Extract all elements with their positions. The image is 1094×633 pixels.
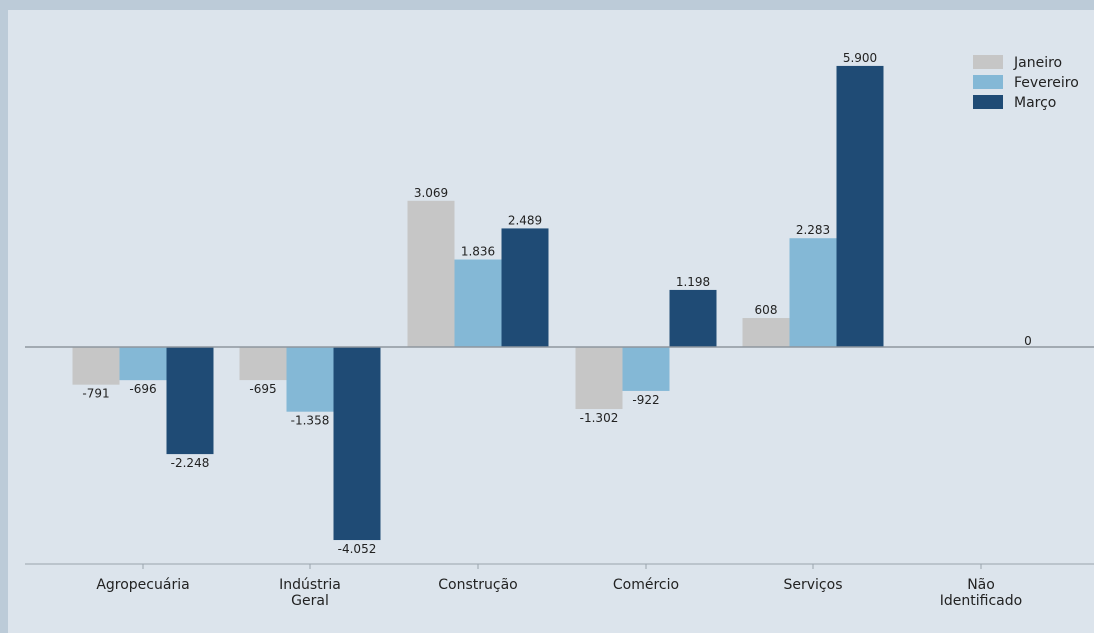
x-tick-label: Construção — [438, 577, 517, 593]
value-label: -4.052 — [338, 542, 377, 556]
bar-janeiro-3 — [575, 347, 623, 410]
value-label: -922 — [632, 393, 659, 407]
bar-fevereiro-0 — [119, 347, 167, 381]
value-labels-group: -791 -695 3.069 -1.302 608 -696 -1.358 1.836 -92… — [82, 51, 1031, 556]
legend-swatch-março — [973, 95, 1003, 109]
bar-março-0 — [166, 347, 214, 455]
bars-group — [72, 65, 884, 541]
legend-swatch-janeiro — [973, 55, 1003, 69]
bar-janeiro-2 — [407, 200, 455, 347]
value-label: -1.358 — [291, 414, 330, 428]
value-label: -695 — [249, 382, 276, 396]
value-label: 2.489 — [508, 213, 542, 227]
bar-janeiro-1 — [239, 347, 287, 381]
bar-fevereiro-4 — [789, 238, 837, 347]
value-label: 1.836 — [461, 245, 495, 259]
bar-março-1 — [333, 347, 381, 541]
x-tick-label: Agropecuária — [96, 577, 189, 593]
value-label: 3.069 — [414, 186, 448, 200]
bar-fevereiro-1 — [286, 347, 334, 412]
value-label: -696 — [129, 382, 156, 396]
value-label: 1.198 — [676, 275, 710, 289]
bar-fevereiro-3 — [622, 347, 670, 391]
legend-label-março: Março — [1014, 95, 1056, 111]
value-label: -2.248 — [171, 456, 210, 470]
value-label: -791 — [82, 387, 109, 401]
value-label: 608 — [755, 303, 778, 317]
bar-fevereiro-2 — [454, 259, 502, 347]
bar-janeiro-4 — [742, 318, 790, 347]
x-tick-label: Indústria Geral — [279, 577, 341, 609]
bar-março-2 — [501, 228, 549, 347]
chart-background — [8, 10, 1094, 633]
value-label: -1.302 — [580, 411, 619, 425]
x-ticks-group: Agropecuária Indústria Geral Construção Comé… — [96, 564, 1022, 609]
x-tick-label: Não Identificado — [940, 577, 1022, 609]
legend: Janeiro Fevereiro Março — [973, 55, 1079, 111]
legend-swatch-fevereiro — [973, 75, 1003, 89]
value-label: 5.900 — [843, 51, 877, 65]
x-tick-label: Comércio — [613, 577, 679, 593]
bar-março-4 — [836, 65, 884, 347]
bar-janeiro-0 — [72, 347, 120, 385]
value-label: 2.283 — [796, 223, 830, 237]
legend-label-fevereiro: Fevereiro — [1014, 75, 1079, 91]
legend-label-janeiro: Janeiro — [1013, 55, 1062, 71]
value-label: 0 — [1024, 334, 1032, 348]
bar-março-3 — [669, 289, 717, 347]
x-tick-label: Serviços — [784, 577, 843, 593]
